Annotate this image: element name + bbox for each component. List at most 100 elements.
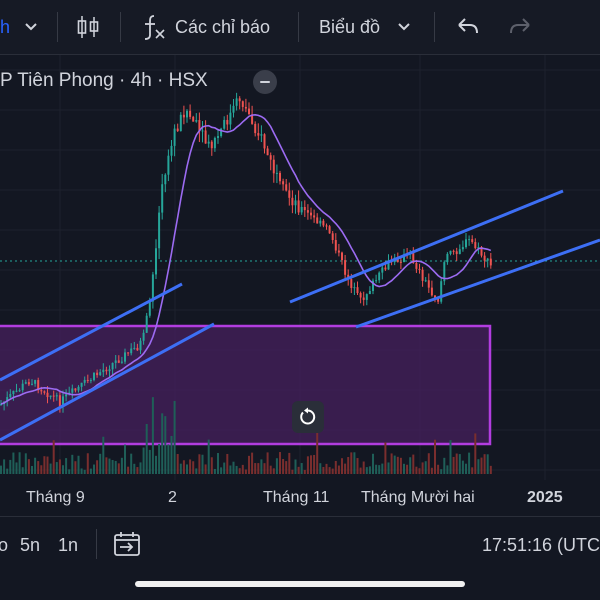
support-zone-rectangle	[0, 324, 492, 446]
volume-bar	[421, 462, 424, 474]
candle-body	[399, 261, 402, 263]
candle-body	[477, 246, 480, 249]
candle-body	[55, 395, 58, 397]
chevron-down-icon[interactable]	[24, 0, 38, 54]
candle-body	[179, 114, 182, 132]
candle-body	[31, 383, 33, 385]
range-button[interactable]: o	[0, 535, 9, 555]
volume-bar	[248, 455, 250, 474]
candle-body	[322, 220, 325, 226]
x-tick-label: 2025	[527, 489, 563, 506]
candle-body	[186, 110, 188, 118]
volume-bar	[43, 456, 46, 474]
reset-chart-button[interactable]	[292, 401, 324, 433]
candle-body	[12, 390, 15, 395]
candle-body	[235, 98, 238, 106]
redo-icon[interactable]	[508, 0, 532, 54]
candle-body	[489, 258, 492, 266]
volume-bar	[331, 468, 334, 474]
price-chart[interactable]	[0, 55, 600, 515]
volume-bar	[489, 465, 492, 474]
symbol-legend: P Tiên Phong · 4h · HSX	[0, 70, 208, 91]
range-button-1y[interactable]: 1n	[58, 535, 79, 555]
candle-body	[124, 352, 126, 362]
candle-body	[80, 382, 83, 387]
volume-bar	[12, 452, 15, 474]
candle-body	[319, 220, 322, 224]
volume-bar	[186, 464, 188, 474]
x-tick-label: Tháng 9	[26, 489, 85, 506]
range-button-5y[interactable]: 5n	[20, 535, 41, 555]
candle-body	[452, 250, 455, 252]
undo-icon[interactable]	[456, 0, 480, 54]
chart-type-button[interactable]: Biểu đồ	[319, 16, 381, 37]
legend-collapse-button[interactable]	[253, 70, 277, 94]
volume-bar	[461, 460, 464, 474]
symbol-selector[interactable]: h	[0, 16, 11, 37]
volume-bar	[337, 465, 340, 474]
volume-bar	[89, 468, 92, 474]
volume-bar	[151, 397, 154, 474]
candle-body	[130, 348, 133, 354]
volume-bar	[139, 462, 142, 474]
candle-body	[381, 267, 384, 273]
volume-bar	[120, 457, 123, 474]
volume-bar	[319, 463, 322, 474]
candle-body	[458, 249, 461, 254]
candle-body	[424, 280, 427, 282]
candle-body	[167, 155, 170, 175]
candle-body	[34, 380, 37, 384]
candle-body	[353, 287, 356, 289]
candle-body	[176, 128, 179, 132]
volume-bar	[437, 464, 440, 474]
candle-body	[375, 280, 378, 282]
volume-bar	[6, 468, 9, 474]
volume-bar	[403, 463, 405, 474]
volume-bar	[341, 458, 343, 474]
candle-body	[449, 250, 452, 254]
candle-body	[368, 290, 371, 295]
goto-date-icon[interactable]	[113, 530, 141, 563]
candle-body	[378, 272, 381, 281]
time-axis[interactable]: Tháng 9 2 Tháng 11 Tháng Mười hai 2025	[0, 480, 600, 516]
volume-bar	[446, 465, 449, 474]
volume-bar	[68, 469, 71, 474]
volume-bar	[294, 459, 297, 474]
indicators-button[interactable]: Các chỉ báo	[175, 16, 271, 37]
candles-icon[interactable]	[76, 0, 100, 54]
candle-body	[86, 379, 89, 381]
chevron-down-icon[interactable]	[397, 0, 411, 54]
candle-body	[0, 404, 2, 406]
candle-body	[412, 252, 415, 263]
volume-bar	[3, 459, 6, 474]
fx-icon[interactable]	[142, 0, 166, 54]
candle-body	[415, 262, 418, 269]
candle-body	[99, 372, 102, 376]
volume-bar	[37, 461, 40, 474]
volume-bar	[474, 433, 477, 474]
volume-bar	[291, 469, 294, 474]
volume-bar	[415, 466, 418, 474]
candle-body	[303, 206, 306, 211]
volume-bar	[266, 452, 269, 474]
volume-bar	[136, 467, 139, 474]
volume-bar	[182, 460, 185, 474]
volume-bar	[235, 465, 238, 474]
candle-body	[21, 383, 24, 391]
candle-body	[139, 340, 142, 351]
volume-bar	[77, 455, 80, 474]
toolbar-divider	[120, 12, 121, 42]
volume-bar	[52, 440, 55, 474]
toolbar-divider	[298, 12, 299, 42]
volume-bar	[334, 460, 337, 474]
candle-body	[43, 391, 46, 393]
volume-bar	[204, 464, 207, 474]
candle-body	[89, 380, 92, 382]
volume-bar	[40, 465, 43, 474]
candle-body	[306, 210, 309, 213]
bottom-bar: o 5n 1n 17:51:16 (UTC	[0, 516, 600, 573]
volume-bar	[238, 468, 241, 474]
volume-bar	[65, 458, 68, 474]
clock-timezone[interactable]: 17:51:16 (UTC	[481, 535, 600, 555]
volume-bar	[15, 462, 18, 474]
